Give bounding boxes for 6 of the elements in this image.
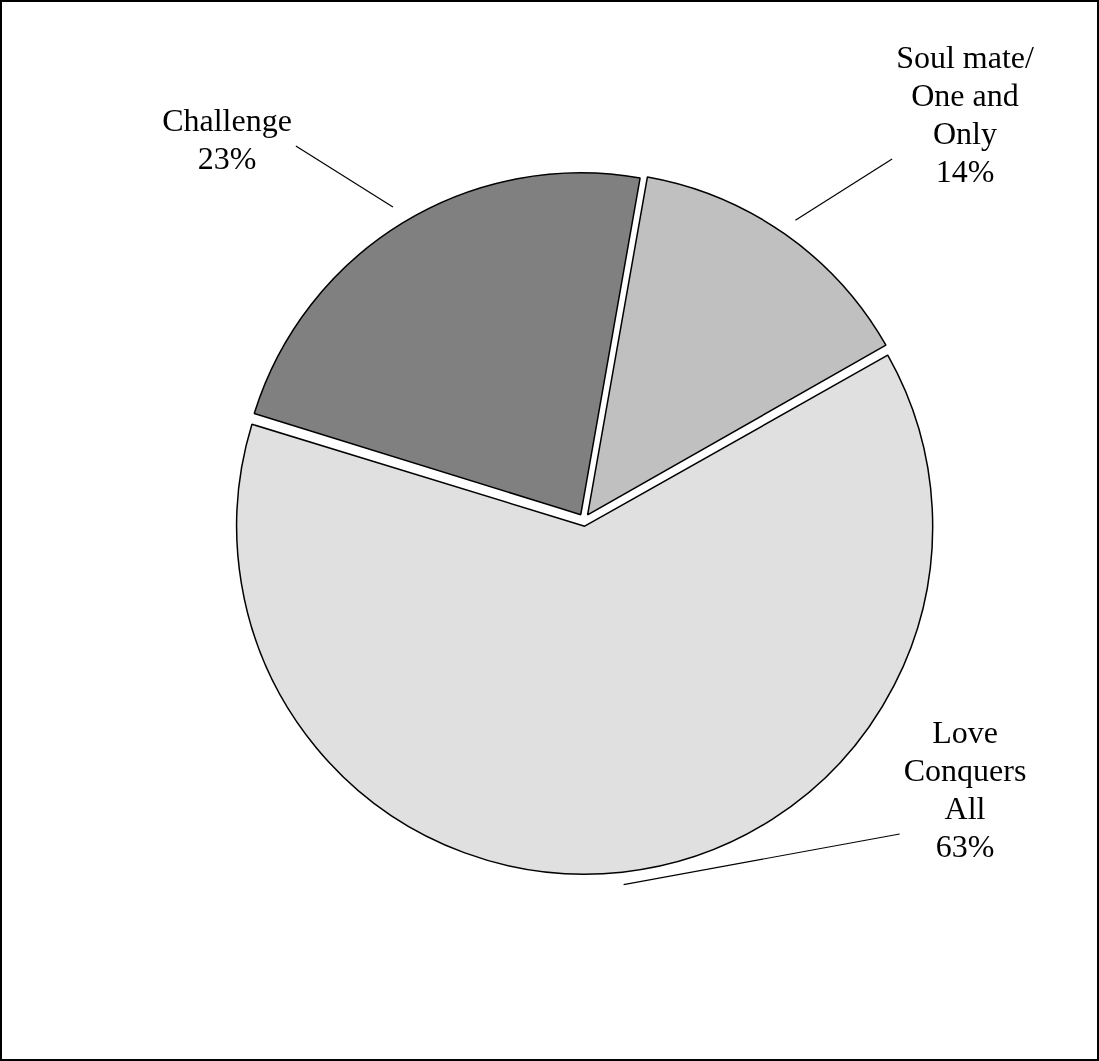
data-label: 14% (935, 153, 995, 190)
data-label: 63% (935, 828, 995, 865)
slice-label: Love Conquers All (903, 714, 1027, 827)
slice-label: Challenge (162, 102, 292, 139)
slice-label: Soul mate/ One and Only (896, 39, 1034, 152)
data-label: 23% (197, 140, 257, 177)
